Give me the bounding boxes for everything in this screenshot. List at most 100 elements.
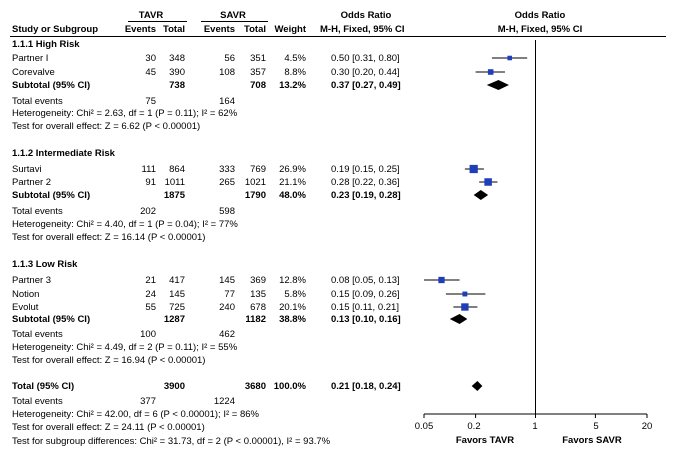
study-square [461, 303, 469, 311]
subtotal-total-tavr: 738 [169, 80, 185, 91]
events1-header: Events [124, 24, 156, 35]
subtotal-total-savr: 1790 [244, 190, 266, 201]
study-total-tavr: 348 [169, 53, 185, 64]
study-name: Corevalve [12, 67, 55, 78]
method-header: M-H, Fixed, 95% CI [320, 24, 405, 35]
tick-label: 1 [532, 421, 538, 432]
study-ci: 0.19 [0.15, 0.25] [331, 164, 400, 175]
savr-header: SAVR [220, 10, 246, 21]
odds-ratio-header: Odds Ratio [340, 10, 392, 21]
total-events-label: Total events [12, 396, 63, 407]
events-savr: 164 [219, 96, 235, 107]
study-weight: 26.9% [279, 164, 306, 175]
total-heterogeneity: Heterogeneity: Chi² = 42.00, df = 6 (P <… [12, 409, 259, 420]
study-ci: 0.50 [0.31, 0.80] [331, 53, 400, 64]
subtotal-total-tavr: 1287 [163, 314, 185, 325]
heterogeneity-text: Heterogeneity: Chi² = 4.49, df = 2 (P = … [12, 342, 238, 353]
tavr-underline [128, 21, 187, 22]
savr-underline [201, 21, 268, 22]
events-tavr: 75 [145, 96, 156, 107]
study-events-savr: 240 [219, 302, 235, 313]
method-plot-header: M-H, Fixed, 95% CI [497, 24, 583, 35]
subtotal-ci: 0.37 [0.27, 0.49] [331, 80, 401, 91]
study-events-tavr: 21 [145, 275, 156, 286]
study-events-tavr: 24 [145, 289, 156, 300]
study-events-tavr: 55 [145, 302, 156, 313]
study-name: Partner 2 [12, 177, 52, 188]
study-square [484, 178, 492, 186]
total-n-tavr: 3900 [163, 381, 185, 392]
total-label: Total (95% CI) [12, 381, 75, 392]
study-name: Evolut [12, 302, 39, 313]
tick-label: 0.2 [467, 421, 481, 432]
events-label: Total events [12, 96, 63, 107]
events-tavr: 100 [140, 329, 156, 340]
study-ci: 0.30 [0.20, 0.44] [331, 67, 400, 78]
subtotal-ci: 0.13 [0.10, 0.16] [331, 314, 401, 325]
subtotal-weight: 48.0% [279, 190, 306, 201]
study-total-tavr: 417 [169, 275, 185, 286]
summary-diamond [449, 314, 468, 324]
study-square [438, 276, 445, 284]
study-header: Study or Subgroup [12, 24, 99, 35]
study-weight: 4.5% [284, 53, 306, 64]
study-events-savr: 333 [219, 164, 235, 175]
events-savr: 598 [219, 206, 235, 217]
total-events-tavr: 377 [140, 396, 156, 407]
events-savr: 462 [219, 329, 235, 340]
heterogeneity-text: Heterogeneity: Chi² = 2.63, df = 1 (P = … [12, 108, 238, 119]
study-total-savr: 351 [250, 53, 266, 64]
overall-effect-text: Test for overall effect: Z = 16.94 (P < … [12, 355, 206, 366]
study-square [462, 291, 468, 297]
study-ci: 0.15 [0.09, 0.26] [331, 289, 400, 300]
overall-effect-text: Test for overall effect: Z = 6.62 (P < 0… [12, 121, 201, 132]
study-ci: 0.15 [0.11, 0.21] [331, 302, 399, 313]
favors-savr-label: Favors SAVR [562, 435, 622, 446]
weight-header: Weight [274, 24, 307, 35]
study-events-tavr: 111 [141, 164, 156, 175]
study-events-savr: 108 [219, 67, 235, 78]
subtotal-label: Subtotal (95% CI) [12, 314, 91, 325]
events2-header: Events [203, 24, 235, 35]
study-events-savr: 77 [224, 289, 235, 300]
study-weight: 21.1% [279, 177, 306, 188]
header-rule [10, 36, 666, 37]
total2-header: Total [244, 24, 266, 35]
events-tavr: 202 [140, 206, 156, 217]
subgroup-differences: Test for subgroup differences: Chi² = 31… [12, 436, 331, 447]
study-ci: 0.08 [0.05, 0.13] [331, 275, 400, 286]
total-overall-effect: Test for overall effect: Z = 24.11 (P < … [12, 422, 205, 433]
events-label: Total events [12, 329, 63, 340]
study-name: Notion [12, 289, 40, 300]
events-label: Total events [12, 206, 63, 217]
study-events-tavr: 30 [145, 53, 156, 64]
total-n-savr: 3680 [244, 381, 266, 392]
study-square [507, 55, 512, 61]
favors-tavr-label: Favors TAVR [455, 435, 515, 446]
study-events-tavr: 91 [145, 177, 156, 188]
group-title: 1.1.2 Intermediate Risk [12, 148, 115, 159]
study-total-tavr: 725 [169, 302, 185, 313]
tick-label: 0.05 [414, 421, 434, 432]
study-events-savr: 145 [219, 275, 235, 286]
study-total-savr: 769 [250, 164, 266, 175]
group-title: 1.1.3 Low Risk [12, 259, 78, 270]
study-name: Partner I [12, 53, 49, 64]
total-weight: 100.0% [273, 381, 306, 392]
total-events-savr: 1224 [213, 396, 235, 407]
subtotal-label: Subtotal (95% CI) [12, 190, 91, 201]
subtotal-weight: 13.2% [279, 80, 306, 91]
study-total-savr: 369 [250, 275, 266, 286]
study-total-tavr: 1011 [164, 177, 185, 188]
study-name: Surtavi [12, 164, 42, 175]
subtotal-total-savr: 1182 [245, 314, 266, 325]
study-square [469, 164, 478, 174]
study-weight: 8.8% [284, 67, 306, 78]
study-total-tavr: 145 [169, 289, 185, 300]
study-total-savr: 357 [250, 67, 266, 78]
group-title: 1.1.1 High Risk [12, 39, 80, 50]
study-total-savr: 678 [250, 302, 266, 313]
summary-diamond [486, 80, 509, 90]
